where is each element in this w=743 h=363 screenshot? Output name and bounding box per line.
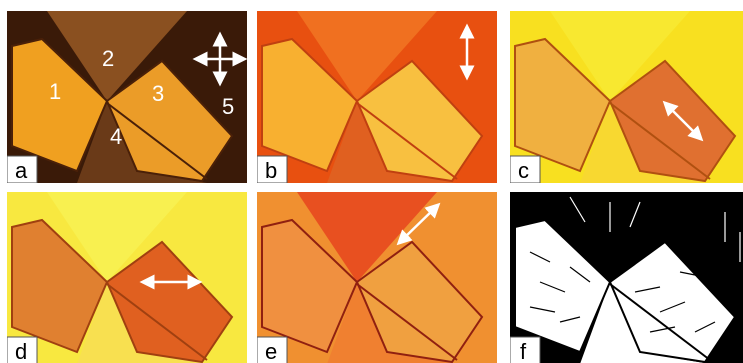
annotation: 4 [110,124,122,149]
panel-label: f [520,339,527,363]
panel-c: c [510,11,743,183]
panel-a: 1 2 3 4 5 a [7,11,247,183]
panel-f: f [510,192,743,363]
panel-e: e [257,192,497,363]
annotation: 1 [49,79,61,104]
annotation: 5 [222,94,234,119]
panel-b: b [257,11,497,183]
page: {"panels": [ {"label": "a", "annotations… [0,0,743,363]
figure: 1 2 3 4 5 a b c d e [0,0,743,363]
panel-label: d [15,339,27,363]
panel-d: d [7,192,247,363]
annotation: 2 [102,46,114,71]
annotation: 3 [152,81,164,106]
panel-label: a [15,158,28,183]
panel-label: c [518,158,529,183]
panel-label: b [265,158,277,183]
panel-label: e [265,339,277,363]
